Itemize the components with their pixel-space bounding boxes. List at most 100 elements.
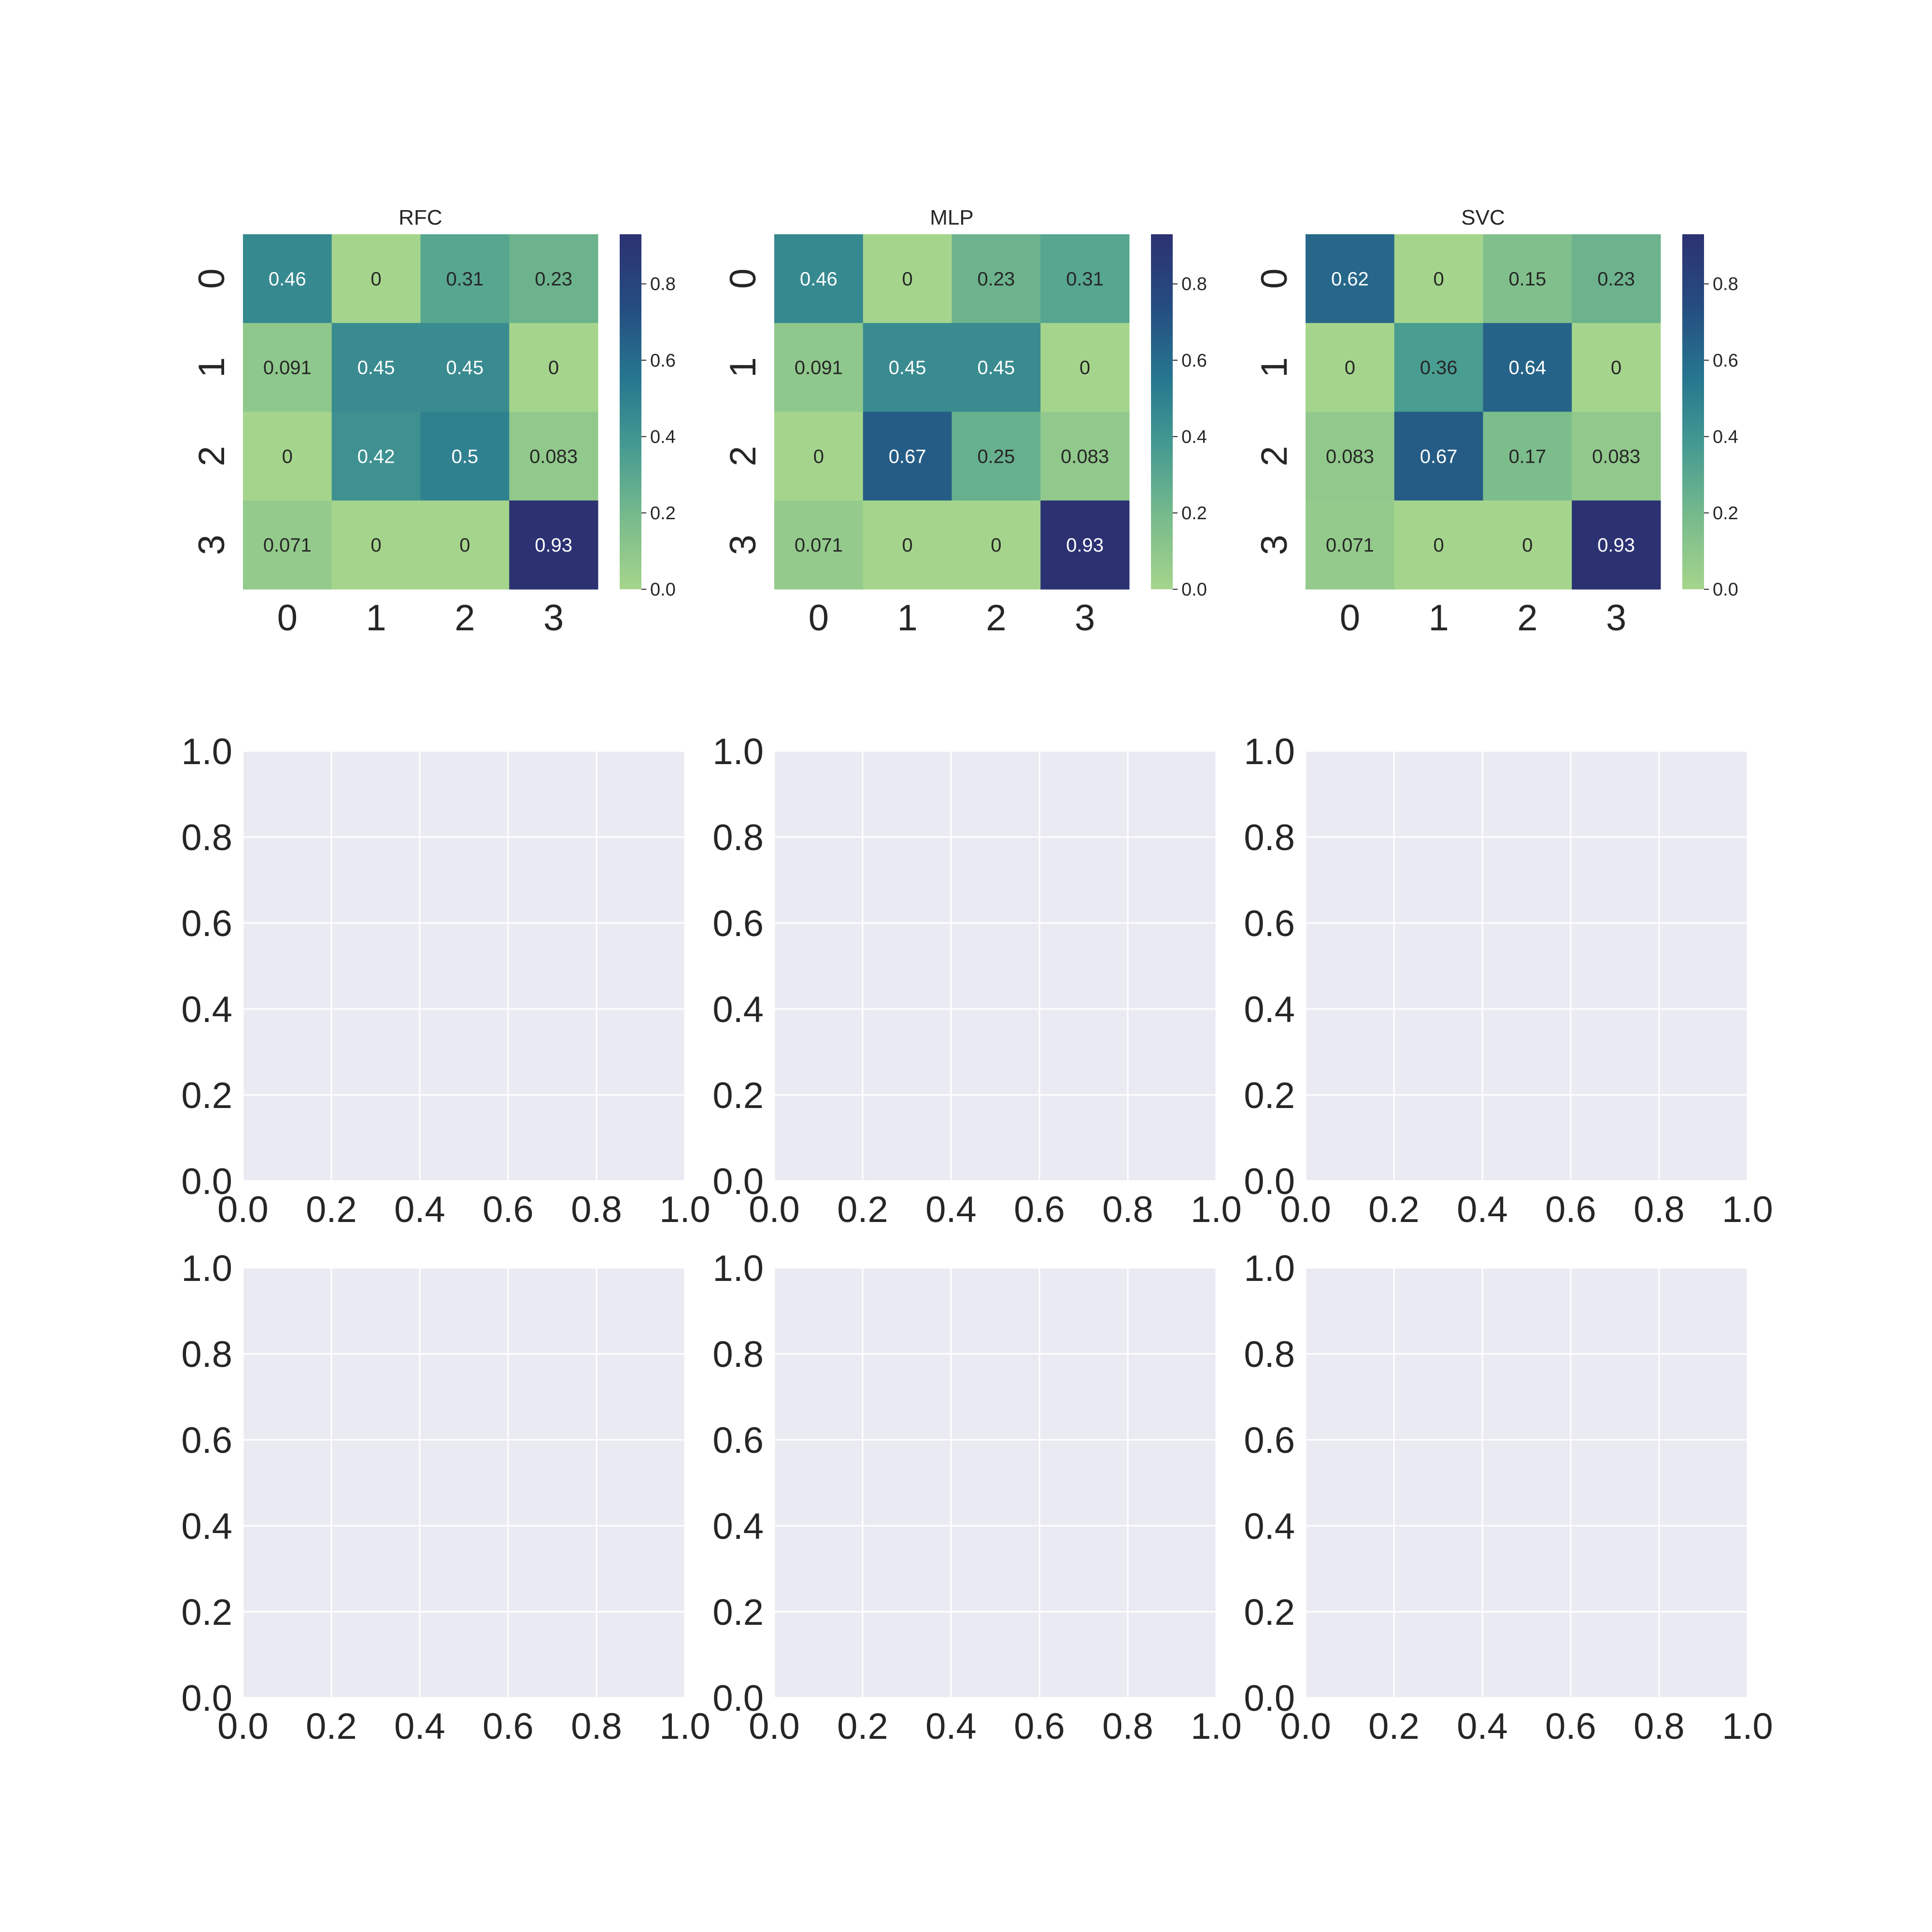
y-tick-label: 3 [1254,535,1295,555]
y-tick-label: 0.4 [712,1506,764,1547]
heatmap-cell [331,412,421,501]
heatmap-cell [1483,323,1572,412]
y-tick-label: 0.2 [181,1592,232,1633]
heatmap-cell [952,500,1041,590]
y-tick-label: 0 [1254,269,1295,289]
x-tick-label: 3 [1606,597,1626,639]
y-tick-label: 0.2 [712,1075,764,1116]
y-tick-label: 0 [191,269,232,289]
heatmap-cell-label: 0.5 [452,446,479,467]
y-tick-label: 0.8 [712,817,764,858]
y-tick-label: 0.6 [181,903,232,944]
heatmap-cell [331,323,421,412]
heatmap-cell-label: 0.67 [889,446,926,467]
y-tick-label: 0 [723,269,764,289]
y-tick-label: 0.4 [712,989,764,1030]
heatmap-cell [952,412,1041,501]
heatmap-cell [1572,500,1661,590]
heatmap-cell-label: 0.67 [1420,446,1458,467]
y-tick-label: 0.0 [1244,1161,1295,1202]
heatmap-cell-label: 0.42 [357,446,395,467]
y-tick-label: 0.6 [712,903,764,944]
y-tick-label: 0.2 [1244,1592,1295,1633]
y-tick-label: 1.0 [712,731,764,772]
x-tick-label: 3 [1075,597,1095,639]
x-tick-label: 0.0 [1280,1706,1331,1747]
y-tick-label: 1.0 [1244,731,1295,772]
heatmap-cell-label: 0.091 [263,357,312,379]
heatmap-cell-label: 0.45 [446,357,483,379]
heatmap-cell-label: 0.083 [529,446,578,467]
y-tick-label: 0.0 [1244,1678,1295,1719]
heatmap-title: SVC [1461,206,1505,229]
heatmap-cell [774,500,864,590]
x-tick-label: 0.2 [837,1189,888,1230]
y-tick-label: 0.6 [1244,1420,1295,1461]
heatmap-cell [420,234,510,324]
heatmap-cell-label: 0.45 [977,357,1015,379]
heatmap-cell [420,412,510,501]
x-tick-label: 1.0 [1191,1706,1242,1747]
heatmap-cell-label: 0.071 [263,535,312,556]
y-tick-label: 1.0 [181,1248,232,1289]
heatmap-cell-label: 0.93 [535,535,572,556]
y-tick-label: 1.0 [712,1248,764,1289]
heatmap-cell-label: 0 [459,535,470,556]
colorbar [1151,234,1173,589]
heatmap-cell-label: 0 [1611,357,1621,379]
subplot-8: 0.00.0 0.2 0.2 0.4 0.4 0.6 0.6 0.8 0.8 1.0 1.0 [712,1248,1241,1747]
colorbar-tick-label: 0.0 [1181,580,1207,600]
y-tick-label: 0.6 [712,1420,764,1461]
heatmap-cell [1306,500,1395,590]
empty-axes-background [1306,751,1747,1181]
heatmap-cell-label: 0 [282,446,293,467]
colorbar-tick-label: 0.4 [650,427,676,447]
heatmap-cell [863,323,952,412]
heatmap-cell-label: 0 [991,535,1001,556]
heatmap-cell [331,500,421,590]
heatmap-cell-label: 0.31 [1066,269,1104,290]
heatmap-cell-label: 0 [1434,535,1444,556]
x-tick-label: 0.4 [925,1189,977,1230]
heatmap-cell-label: 0 [371,535,382,556]
x-tick-label: 0.6 [483,1706,534,1747]
x-tick-label: 0.2 [306,1706,357,1747]
heatmap-cell-label: 0.93 [1066,535,1104,556]
empty-axes-background [774,751,1216,1181]
colorbar [1682,234,1704,589]
colorbar-tick-label: 0.0 [1713,580,1738,600]
heatmap-cell [1394,234,1483,324]
heatmap-cell [1483,412,1572,501]
colorbar-tick-label: 0.6 [1181,351,1207,371]
x-tick-label: 1.0 [659,1189,710,1230]
heatmap-cell-label: 0 [1345,357,1355,379]
x-tick-label: 0.2 [837,1706,888,1747]
subplot-4: 0.00.0 0.2 0.2 0.4 0.4 0.6 0.6 0.8 0.8 1.0 1.0 [181,731,710,1230]
heatmap-cell [1040,500,1130,590]
heatmap-cell [1394,323,1483,412]
colorbar-tick-label: 0.4 [1713,427,1738,447]
heatmap-cell [1306,323,1395,412]
x-tick-label: 0.0 [749,1189,800,1230]
heatmap-cell-label: 0.091 [795,357,843,379]
heatmap-cell [1306,412,1395,501]
heatmap-cell-label: 0.93 [1597,535,1635,556]
x-tick-label: 0.0 [217,1189,269,1230]
x-tick-label: 1.0 [659,1706,710,1747]
heatmap-cell [863,412,952,501]
x-tick-label: 0.0 [749,1706,800,1747]
x-tick-label: 0.8 [571,1706,622,1747]
heatmap-cell [1040,234,1130,324]
heatmap-cell [952,234,1041,324]
heatmap-cell [1040,323,1130,412]
heatmap-cell-label: 0.45 [889,357,926,379]
y-tick-label: 0.2 [712,1592,764,1633]
empty-axes-background [1306,1268,1747,1698]
x-tick-label: 0.6 [483,1189,534,1230]
heatmap-cell [420,500,510,590]
heatmap-cell [774,234,864,324]
x-tick-label: 2 [986,597,1006,639]
